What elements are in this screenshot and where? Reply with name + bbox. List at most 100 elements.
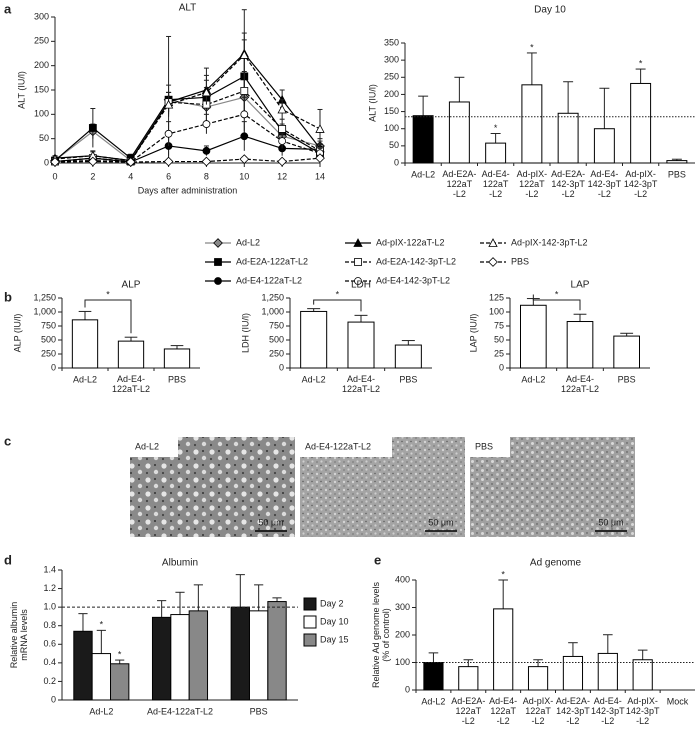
y-tick-label: 500 [269, 334, 284, 344]
bar [562, 655, 584, 691]
series-line [54, 157, 321, 163]
y-tick-label: 1.4 [43, 564, 56, 574]
x-tick-label: PBS [250, 706, 268, 716]
scale-bar-label: 50 μm [598, 517, 623, 527]
marker [202, 146, 211, 155]
legend-label: Ad-E4-142-3pT-L2 [376, 275, 450, 285]
series-line [54, 90, 321, 163]
legend-label: Day 10 [320, 616, 349, 626]
y-tick-label: 100 [395, 657, 410, 667]
marker [277, 104, 287, 114]
bar [493, 608, 514, 691]
x-tick-label: Ad-pIX-122aT -L2 [523, 696, 554, 726]
x-tick-label: 4 [128, 171, 133, 181]
bar [300, 310, 328, 369]
marker [315, 153, 325, 163]
bar [566, 321, 594, 369]
chart-title: Albumin [162, 558, 198, 569]
x-tick-label: Ad-E2A-122aT -L2 [451, 696, 485, 726]
y-tick-label: 0 [51, 362, 56, 372]
y-tick-label: 125 [489, 292, 504, 302]
bar [666, 160, 688, 164]
significance-bracket [313, 299, 362, 312]
bar [230, 606, 250, 701]
y-tick-label: 200 [384, 89, 399, 99]
legend-label: Ad-E4-122aT-L2 [236, 275, 302, 285]
y-tick-label: 350 [384, 37, 399, 47]
legend-label: Day 2 [320, 598, 344, 608]
y-axis-label: Relative Ad genome levels(% of control) [371, 581, 391, 688]
y-axis-label: ALP (IU/l) [12, 314, 22, 353]
legend-swatch [303, 597, 317, 611]
y-tick-label: 0 [394, 157, 399, 167]
label-box [300, 437, 392, 457]
panel-label: b [4, 289, 12, 304]
label-box [130, 437, 178, 457]
y-tick-label: 50 [494, 334, 504, 344]
x-tick-label: Mock [667, 696, 689, 706]
chart-title: Ad genome [530, 558, 582, 569]
x-tick-label: Ad-L2 [411, 169, 435, 179]
y-tick-label: 100 [384, 123, 399, 133]
chart-title: LDH [351, 280, 371, 291]
y-tick-label: 0 [44, 157, 49, 167]
y-tick-label: 0 [405, 684, 410, 694]
x-tick-label: Ad-E2A-122aT -L2 [442, 169, 476, 199]
x-tick-label: Ad-L2 [521, 374, 545, 384]
bar [630, 82, 652, 164]
legend-label: Ad-E2A-142-3pT-L2 [376, 256, 456, 266]
legend-marker [353, 238, 363, 247]
marker [163, 99, 174, 109]
marker [50, 157, 60, 167]
marker [202, 120, 211, 128]
y-tick-label: 250 [41, 348, 56, 358]
y-tick-label: 100 [34, 109, 49, 119]
y-tick-label: 0.6 [43, 639, 56, 649]
panel-label: a [4, 1, 12, 16]
y-axis-label: Relative albuminmRNA levels [9, 602, 29, 669]
marker [164, 129, 173, 138]
chart-title: ALP [122, 280, 141, 291]
marker [239, 50, 249, 59]
significance-bracket [532, 294, 581, 311]
significance: * [106, 289, 110, 299]
legend-marker [213, 238, 223, 248]
legend-label: Ad-pIX-122aT-L2 [376, 237, 445, 247]
y-tick-label: 1,000 [33, 306, 56, 316]
y-tick-label: 500 [41, 334, 56, 344]
legend-label: Ad-L2 [236, 237, 260, 247]
x-tick-label: PBS [168, 374, 186, 384]
x-tick-label: Ad-pIX-122aT -L2 [517, 169, 548, 199]
bar [394, 344, 422, 369]
marker [125, 157, 136, 167]
y-tick-label: 300 [395, 602, 410, 612]
y-tick-label: 300 [384, 55, 399, 65]
significance: * [639, 58, 643, 68]
x-tick-label: Ad-E2A-142-3pT -L2 [551, 169, 585, 199]
legend-label: Ad-E2A-122aT-L2 [236, 256, 308, 266]
significance: * [100, 620, 104, 630]
scale-bar-label: 50 μm [258, 517, 283, 527]
y-tick-label: 1,250 [33, 292, 56, 302]
x-tick-label: PBS [668, 169, 686, 179]
bar [527, 666, 549, 691]
x-tick-label: Ad-L2 [302, 374, 326, 384]
y-axis-label: ALT (IU/l) [16, 71, 26, 109]
significance: * [530, 42, 534, 52]
bar [520, 304, 547, 369]
y-tick-label: 250 [34, 36, 49, 46]
y-tick-label: 400 [395, 574, 410, 584]
x-tick-label: Ad-E4-122aT-L2 [112, 374, 150, 394]
marker [163, 156, 174, 167]
y-tick-label: 250 [269, 348, 284, 358]
marker [240, 132, 249, 141]
legend-label: PBS [511, 256, 529, 266]
y-tick-label: 0 [499, 362, 504, 372]
bar [170, 614, 190, 701]
marker [201, 87, 212, 97]
y-tick-label: 1,000 [261, 306, 284, 316]
y-tick-label: 750 [41, 320, 56, 330]
y-tick-label: 1.0 [43, 602, 56, 612]
legend-marker [214, 258, 222, 266]
y-tick-label: 250 [384, 72, 399, 82]
